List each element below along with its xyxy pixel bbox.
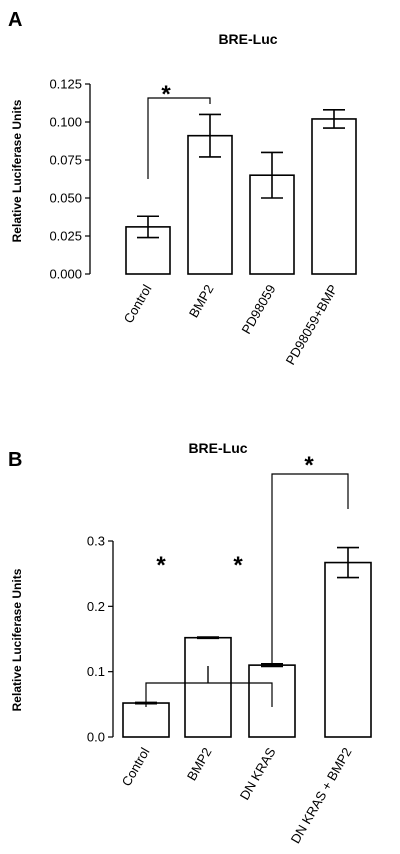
panel-a-categories: Control BMP2 PD98059 PD98059+BMP <box>121 282 341 368</box>
y-tick-label: 0.125 <box>49 77 82 92</box>
error-bar <box>137 215 159 239</box>
y-tick-label: 0.0 <box>87 730 105 745</box>
category-label: PD98059+BMP <box>283 282 341 367</box>
panel-b-significance-star: * <box>233 552 243 579</box>
panel-a-significance: * <box>147 81 211 179</box>
error-bar <box>337 546 359 579</box>
category-label: Control <box>121 282 155 326</box>
panel-b-categories: Control BMP2 DN KRAS DN KRAS + BMP2 <box>119 745 355 846</box>
panel-b-label: B <box>8 449 22 471</box>
panel-b-significance-bracket <box>271 473 349 666</box>
panel-b-title: BRE-Luc <box>188 440 247 456</box>
panel-a-label: A <box>8 9 22 31</box>
bar <box>122 702 170 738</box>
bar <box>184 636 232 738</box>
panel-b: B BRE-Luc Relative Luciferase Units 0.00… <box>8 440 372 846</box>
panel-b-significance-star: * <box>304 452 314 479</box>
panel-a-y-ticks: 0.000 0.025 0.050 0.075 0.100 0.125 <box>49 77 90 282</box>
y-tick-label: 0.000 <box>49 267 82 282</box>
y-tick-label: 0.100 <box>49 115 82 130</box>
bar <box>324 561 372 738</box>
y-tick-label: 0.2 <box>87 599 105 614</box>
category-label: DN KRAS <box>237 745 279 803</box>
panel-a-title: BRE-Luc <box>218 31 277 47</box>
y-tick-label: 0.050 <box>49 191 82 206</box>
error-bar <box>197 636 219 640</box>
y-tick-label: 0.1 <box>87 664 105 679</box>
y-tick-label: 0.075 <box>49 153 82 168</box>
panel-a-significance-star: * <box>161 81 171 108</box>
error-bar <box>323 109 345 129</box>
category-label: BMP2 <box>184 745 215 783</box>
category-label: BMP2 <box>186 282 217 320</box>
panel-b-y-ticks: 0.0 0.1 0.2 0.3 <box>87 534 113 745</box>
panel-b-y-axis-label: Relative Luciferase Units <box>10 568 24 711</box>
panel-a-significance-bracket <box>147 97 211 179</box>
category-label: DN KRAS + BMP2 <box>288 745 355 846</box>
error-bar <box>261 151 283 199</box>
panel-a-bars <box>125 109 357 275</box>
category-label: Control <box>119 745 153 789</box>
panel-b-bars <box>122 546 372 738</box>
panel-a-y-axis-label: Relative Luciferase Units <box>10 99 24 242</box>
panel-b-significance: * * * <box>145 452 349 707</box>
error-bar <box>199 113 221 158</box>
panel-a: A BRE-Luc Relative Luciferase Units 0.00… <box>8 9 357 368</box>
category-label: PD98059 <box>238 282 278 336</box>
bar <box>311 118 357 275</box>
y-tick-label: 0.025 <box>49 229 82 244</box>
panel-b-significance-star: * <box>156 552 166 579</box>
y-tick-label: 0.3 <box>87 534 105 549</box>
